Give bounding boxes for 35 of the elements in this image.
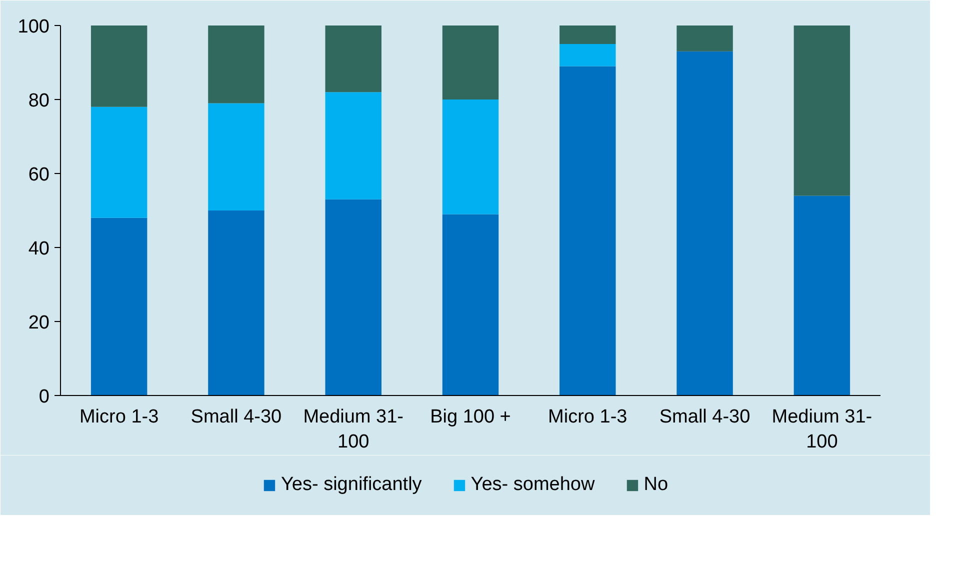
- legend-label: No: [644, 474, 668, 496]
- y-tick-label: 100: [18, 16, 50, 38]
- x-tick-label: Medium 31-100: [772, 406, 872, 453]
- bar: [90, 106, 148, 218]
- bar: [90, 218, 148, 396]
- y-tick-label: 80: [28, 90, 50, 112]
- bar: [676, 26, 733, 52]
- bar: [442, 26, 499, 100]
- x-tick-label: Big 100 +: [430, 406, 511, 428]
- bar: [208, 26, 264, 104]
- bar: [560, 44, 616, 66]
- bar: [794, 26, 850, 196]
- bar: [794, 196, 850, 396]
- y-tick-label: 40: [28, 238, 50, 260]
- bar: [208, 103, 264, 210]
- legend-label: Yes- somehow: [470, 474, 595, 496]
- x-tick-label: Small 4-30: [190, 406, 282, 428]
- x-tick-label: Small 4-30: [659, 406, 750, 428]
- y-tick-label: 60: [28, 164, 50, 186]
- bar: [560, 66, 616, 396]
- bar: [325, 199, 382, 396]
- y-tick-label: 20: [28, 312, 50, 334]
- bar: [208, 210, 264, 396]
- x-tick-label: Medium 31-100: [303, 406, 404, 453]
- bar: [325, 92, 382, 200]
- bar: [676, 51, 733, 396]
- bar: [325, 26, 382, 92]
- y-tick-label: 0: [38, 386, 50, 408]
- x-tick-label: Micro 1-3: [548, 406, 628, 428]
- x-tick-label: Micro 1-3: [79, 406, 159, 428]
- legend-label: Yes- significantly: [280, 474, 422, 496]
- bar: [560, 26, 616, 44]
- bar: [442, 214, 499, 396]
- bar: [90, 26, 148, 107]
- bar: [442, 100, 499, 214]
